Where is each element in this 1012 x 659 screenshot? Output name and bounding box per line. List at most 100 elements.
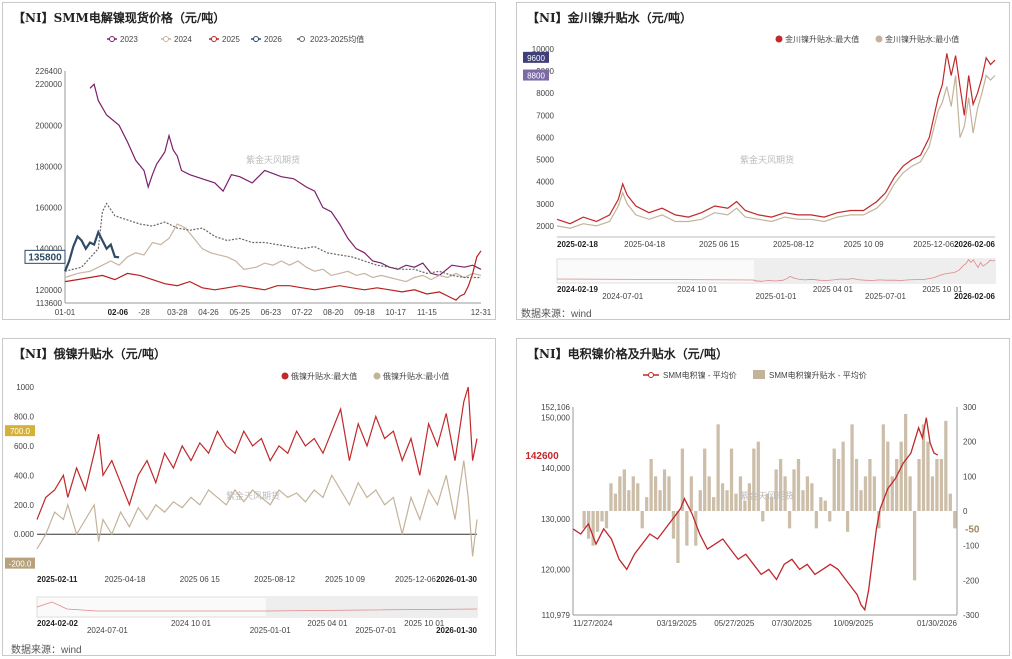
- premium-bar: [877, 511, 881, 529]
- premium-bar: [609, 483, 613, 511]
- premium-bar: [703, 448, 707, 511]
- navigator-line: [36, 601, 478, 612]
- legend-bar-1: [753, 370, 765, 379]
- premium-bar: [765, 493, 769, 511]
- legend-label: 2023: [120, 35, 138, 44]
- premium-bar: [783, 476, 787, 511]
- series-line-2023: [89, 83, 482, 277]
- premium-bar: [823, 500, 827, 511]
- watermark: 紫金天风期货: [226, 490, 280, 501]
- premium-bar: [805, 476, 810, 511]
- watermark: 紫金天风期货: [740, 154, 794, 165]
- premium-bar: [787, 511, 792, 529]
- value-tag-box: [523, 51, 549, 63]
- x-tick-label: 12-31: [471, 308, 492, 317]
- jinchuan-premium-plot: 金川镍升贴水:最大值金川镍升贴水:最小值10000900080007000600…: [523, 34, 996, 301]
- premium-bar: [796, 459, 801, 511]
- legend-label: SMM电积镍升贴水 - 平均价: [769, 370, 867, 380]
- x-tick-label: 02-06: [108, 308, 129, 317]
- premium-bar: [716, 424, 720, 511]
- x-tick-label: 2026-01-30: [436, 575, 477, 584]
- series-line-min: [556, 74, 996, 229]
- y-tick-label: 113600: [36, 299, 63, 308]
- premium-bar: [872, 476, 877, 511]
- premium-bar: [613, 493, 618, 511]
- y-tick-label: 800.0: [14, 412, 35, 421]
- x-tick-label: 2025 06 15: [699, 240, 740, 249]
- premium-bar: [720, 483, 725, 511]
- y-tick-left: 152,106: [541, 403, 570, 412]
- russian-nickel-premium-plot: 俄镍升贴水:最大值 俄镍升贴水:最小值 1000 800.0 600.0 400.0 200…: [5, 371, 478, 635]
- y-tick-label: 160000: [35, 204, 62, 213]
- jinchuan-premium-chart: 【NI】金川镍升贴水（元/吨） 金川镍升贴水:最大值 金川镍升贴水:最小值 1000…: [516, 2, 1010, 320]
- right-value-tag: -50: [965, 524, 980, 535]
- navigator-tick-label: 2025 04 01: [307, 619, 348, 628]
- premium-bar: [801, 490, 805, 511]
- electrowinning-nickel-chart: 【NI】电积镍价格及升贴水（元/吨） SMM电积镍 - 平均价 SMM电积镍升贴水…: [516, 338, 1010, 656]
- navigator-tick-label: 2024-07-01: [87, 626, 128, 635]
- legend-dot-1: [163, 36, 169, 42]
- chart-title: 【NI】金川镍升贴水（元/吨）: [527, 11, 692, 25]
- premium-bar: [636, 483, 640, 511]
- smm-spot-price-chart: 【NI】SMM电解镍现货价格（元/吨） 2023 2024 2025 2026 2023…: [2, 2, 496, 320]
- legend-label: SMM电积镍 - 平均价: [663, 370, 737, 380]
- y-tick-right: 200: [963, 438, 977, 447]
- y-tick-label: 3000: [536, 200, 554, 209]
- y-tick-label: 6000: [536, 133, 554, 142]
- premium-bar: [595, 511, 600, 532]
- y-tick-label: 400.0: [14, 471, 35, 480]
- chart-title: 【NI】俄镍升贴水（元/吨）: [13, 347, 166, 361]
- data-source: 数据来源：wind: [11, 645, 82, 656]
- premium-bar: [904, 413, 908, 511]
- premium-bar: [921, 424, 926, 511]
- x-tick-label: 2025-04-18: [105, 575, 146, 584]
- premium-bar: [890, 476, 894, 511]
- premium-bar: [707, 476, 711, 511]
- premium-bar: [944, 420, 948, 511]
- legend-dot-0: [648, 372, 654, 378]
- x-tick-label: 2025 10 09: [325, 575, 366, 584]
- premium-bar: [832, 448, 836, 511]
- premium-bar: [935, 459, 939, 511]
- premium-bar: [837, 459, 841, 511]
- legend-label: 2024: [174, 35, 192, 44]
- premium-bar: [778, 459, 783, 511]
- chart-title: 【NI】SMM电解镍现货价格（元/吨）: [13, 11, 226, 25]
- x-tick-label: 05/27/2025: [714, 619, 755, 628]
- electrowinning-nickel-plot: SMM电积镍 - 平均价 SMM电积镍升贴水 - 平均价 152,106 150,00…: [521, 370, 980, 628]
- premium-bar: [774, 469, 778, 511]
- premium-bar: [845, 511, 850, 532]
- premium-bar: [930, 476, 935, 511]
- premium-bar: [631, 476, 635, 511]
- x-tick-label: 2025-08-12: [773, 240, 814, 249]
- legend-label: 俄镍升贴水:最大值: [291, 371, 357, 381]
- legend-dot-4: [299, 36, 305, 42]
- legend-label: 俄镍升贴水:最小值: [383, 371, 449, 381]
- x-tick-label: 2025 06 15: [180, 575, 221, 584]
- series-line-min: [36, 460, 478, 557]
- premium-bar: [908, 476, 912, 511]
- premium-bar: [756, 441, 760, 511]
- x-tick-label: 09-18: [354, 308, 375, 317]
- y-tick-label: 1000: [16, 383, 34, 392]
- watermark: 紫金天风期货: [740, 490, 794, 501]
- premium-bar: [743, 500, 747, 511]
- legend-label: 金川镍升贴水:最大值: [785, 34, 859, 44]
- x-tick-label: 2025-12-06: [395, 575, 436, 584]
- y-tick-right: -300: [963, 611, 980, 620]
- y-tick-label: 600.0: [14, 442, 35, 451]
- navigator-tick-label: 2025-01-01: [756, 292, 797, 301]
- navigator-tick-label: 2024-07-01: [602, 292, 643, 301]
- premium-bar: [854, 459, 859, 511]
- x-tick-label: 2025 10 09: [844, 240, 885, 249]
- series-line-2025: [64, 250, 482, 301]
- value-tag-box: [523, 69, 549, 81]
- premium-bar: [600, 511, 604, 522]
- premium-bar: [850, 424, 854, 511]
- navigator-tick-label: 2026-01-30: [436, 626, 477, 635]
- y-tick-label: 2000: [536, 222, 554, 231]
- y-tick-label: 4000: [536, 178, 554, 187]
- legend-label: 2026: [264, 35, 282, 44]
- x-tick-label: 11/27/2024: [573, 619, 613, 628]
- x-tick-label: 03/19/2025: [657, 619, 698, 628]
